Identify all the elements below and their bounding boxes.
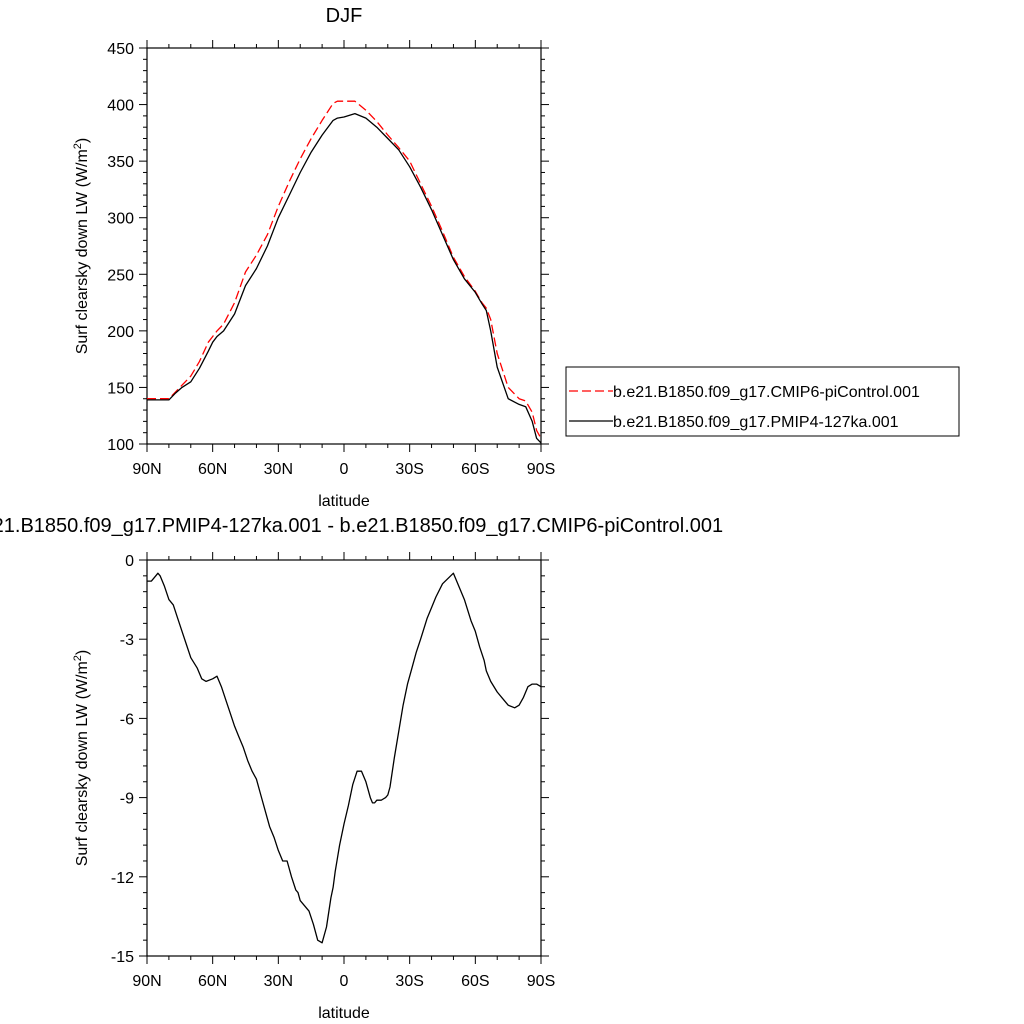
y-tick-label: -12 <box>111 870 134 887</box>
x-tick-label: 0 <box>340 461 349 478</box>
x-tick-label: 30N <box>264 461 293 478</box>
y-tick-label: 450 <box>107 41 134 58</box>
y-tick-label: -3 <box>120 632 134 649</box>
y-tick-label: 200 <box>107 324 134 341</box>
x-tick-label: 90S <box>527 973 555 990</box>
y-tick-label: 100 <box>107 437 134 454</box>
x-axis-label: latitude <box>318 1005 370 1022</box>
series-line-1 <box>147 572 542 944</box>
legend-box <box>565 366 960 437</box>
legend-label-1: b.e21.B1850.f09_g17.CMIP6-piControl.001 <box>613 384 920 401</box>
x-tick-label: 30N <box>264 973 293 990</box>
y-tick-label: 0 <box>125 553 134 570</box>
chart-panel-1: DJF 100 150 200 250 300 350 400 450 90N 60N 30N 0 30S… <box>72 5 960 510</box>
y-tick-label: 300 <box>107 211 134 228</box>
plot-frame <box>146 559 542 957</box>
chart-title: DJF <box>326 5 363 27</box>
y-tick-label: 400 <box>107 98 134 115</box>
x-axis-label: latitude <box>318 493 370 510</box>
y-axis-label: Surf clearsky down LW (W/m2) <box>72 138 91 355</box>
x-tick-label: 90N <box>132 973 161 990</box>
y-tick-label: 350 <box>107 154 134 171</box>
x-tick-label: 60S <box>461 461 489 478</box>
y-tick-label: -15 <box>111 949 134 966</box>
chart-title: b.e21.B1850.f09_g17.PMIP4-127ka.001 - b.… <box>0 515 723 537</box>
x-tick-label: 0 <box>340 973 349 990</box>
x-tick-label: 90S <box>527 461 555 478</box>
x-tick-label: 30S <box>395 973 423 990</box>
x-tick-label: 90N <box>132 461 161 478</box>
x-tick-label: 30S <box>395 461 423 478</box>
series-line-2 <box>147 112 542 444</box>
y-tick-label: -9 <box>120 791 134 808</box>
y-tick-label: 150 <box>107 380 134 397</box>
series-line-1 <box>147 100 542 439</box>
legend: b.e21.B1850.f09_g17.CMIP6-piControl.001b… <box>565 366 960 437</box>
y-tick-label: -6 <box>120 711 134 728</box>
chart-panel-2: b.e21.B1850.f09_g17.PMIP4-127ka.001 - b.… <box>0 515 723 1022</box>
y-tick-label: 250 <box>107 267 134 284</box>
y-axis-label: Surf clearsky down LW (W/m2) <box>72 650 91 867</box>
x-tick-label: 60N <box>198 973 227 990</box>
x-tick-label: 60N <box>198 461 227 478</box>
legend-label-2: b.e21.B1850.f09_g17.PMIP4-127ka.001 <box>613 414 899 431</box>
x-tick-label: 60S <box>461 973 489 990</box>
plot-frame <box>146 47 542 445</box>
